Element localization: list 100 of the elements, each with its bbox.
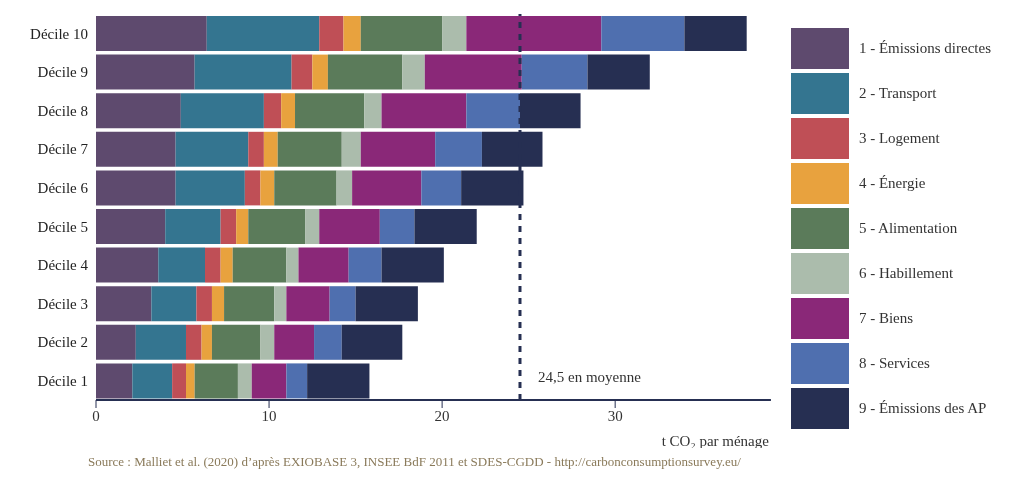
bar	[286, 286, 330, 322]
bar	[286, 363, 308, 399]
bar	[251, 363, 287, 399]
bar	[244, 170, 261, 206]
bar	[381, 247, 444, 283]
bar	[379, 209, 415, 244]
bar	[274, 286, 287, 322]
text: 1 - Émissions directes	[858, 39, 991, 57]
bar	[424, 54, 522, 90]
bar	[211, 286, 225, 322]
bar	[96, 363, 133, 399]
bar	[291, 54, 313, 90]
bar	[319, 16, 344, 51]
y-tick-label: Décile 7	[37, 141, 89, 158]
bar	[185, 324, 202, 360]
bar	[281, 93, 296, 129]
y-tick-label: Décile 9	[37, 64, 88, 81]
bar	[402, 54, 425, 90]
bar	[684, 16, 747, 51]
bar	[96, 247, 159, 283]
y-tick-label: Décile 5	[37, 218, 88, 235]
bar	[206, 16, 320, 51]
text: 2 - Transport	[858, 84, 937, 102]
bar	[274, 170, 337, 206]
bar	[96, 324, 136, 360]
bar	[194, 54, 292, 90]
bar	[237, 363, 252, 399]
text: 5 - Alimentation	[858, 219, 958, 237]
bar	[421, 170, 462, 206]
bar	[352, 170, 422, 206]
bar	[96, 209, 166, 244]
bar	[360, 16, 443, 51]
bar	[327, 54, 403, 90]
y-tick-label: Décile 3	[37, 295, 88, 312]
x-tick-label: 20	[434, 407, 450, 424]
bar	[248, 209, 306, 244]
bar	[274, 324, 315, 360]
bar	[348, 247, 382, 283]
text: 9 - Émissions des AP	[858, 399, 987, 417]
bar	[211, 324, 261, 360]
bar	[466, 93, 520, 129]
text: 4 - Énergie	[858, 174, 926, 192]
y-tick-label: Décile 4	[37, 257, 89, 274]
x-tick-label: 10	[261, 407, 277, 424]
bar	[435, 131, 482, 167]
bar	[236, 209, 249, 244]
bar	[341, 324, 403, 360]
bar	[220, 247, 233, 283]
bar	[135, 324, 186, 360]
bar	[96, 286, 152, 322]
bar	[96, 16, 207, 51]
bar	[587, 54, 650, 90]
bar	[277, 131, 342, 167]
text: 3 - Logement	[858, 129, 940, 147]
bar	[381, 93, 467, 129]
bar	[232, 247, 287, 283]
bar	[151, 286, 197, 322]
y-tick-label: Décile 6	[37, 180, 89, 197]
x-tick-label: 30	[607, 407, 623, 424]
ref-line-label: 24,5 en moyenne	[537, 369, 642, 385]
bar	[96, 131, 176, 167]
bar	[336, 170, 353, 206]
bar	[466, 16, 602, 51]
bar	[319, 209, 380, 244]
bar	[305, 209, 320, 244]
text: 8 - Services	[858, 354, 930, 372]
bar	[601, 16, 685, 51]
text: 7 - Biens	[858, 309, 914, 327]
source-note: Source : Malliet et al. (2020) d’après EXIOBASE 3, INSEE BdF 2011 et SDES-CGDD - http://carbonconsumptionsurvey.eu/	[87, 454, 742, 470]
bar	[224, 286, 275, 322]
bar	[263, 93, 282, 129]
text: 6 - Habillement	[858, 264, 954, 282]
bar	[260, 324, 275, 360]
y-tick-label: Décile 10	[30, 25, 88, 42]
bar	[158, 247, 206, 283]
bar	[196, 286, 212, 322]
bar	[263, 131, 278, 167]
x-tick-label: 0	[92, 407, 100, 424]
bar	[360, 131, 436, 167]
bar	[185, 363, 195, 399]
bar	[295, 93, 365, 129]
bar	[96, 93, 181, 129]
bar	[175, 131, 249, 167]
bar	[180, 93, 264, 129]
bar	[364, 93, 382, 129]
bar	[312, 54, 328, 90]
bar	[343, 16, 361, 51]
bar	[172, 363, 186, 399]
y-tick-label: Décile 8	[37, 102, 88, 119]
bar	[165, 209, 221, 244]
bar	[341, 131, 361, 167]
bar	[298, 247, 349, 283]
bar	[521, 54, 588, 90]
bar	[96, 54, 195, 90]
bar	[442, 16, 467, 51]
bar	[175, 170, 245, 206]
bar	[260, 170, 275, 206]
bar	[194, 363, 238, 399]
bar	[248, 131, 264, 167]
bar	[96, 170, 176, 206]
